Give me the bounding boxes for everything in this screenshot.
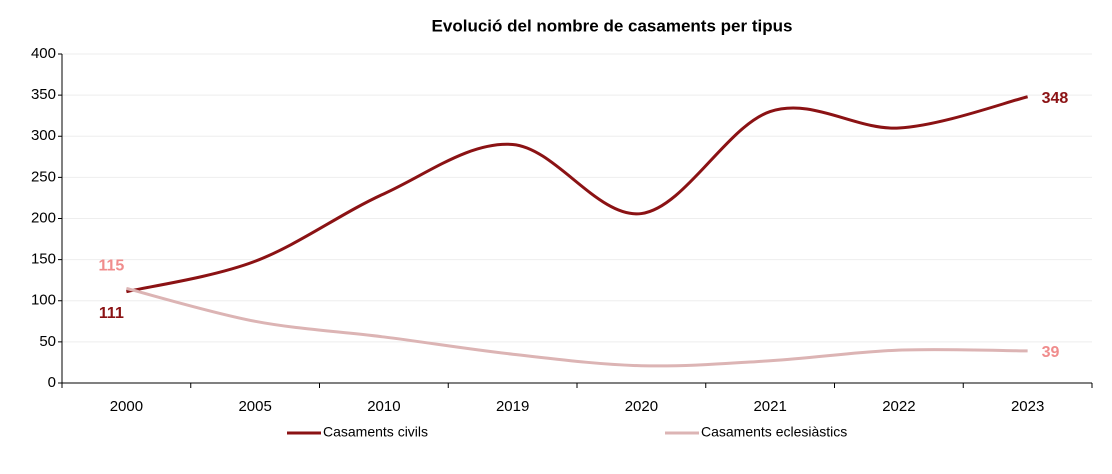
x-tick-label: 2010 — [367, 398, 400, 415]
line-series — [126, 286, 1028, 368]
x-tick-label: 2020 — [625, 398, 658, 415]
y-tick-label: 0 — [48, 374, 56, 391]
x-tick-label: 2021 — [753, 398, 786, 415]
x-tick-label: 2019 — [496, 398, 529, 415]
legend-label: Casaments eclesiàstics — [701, 424, 847, 440]
y-tick-label: 150 — [31, 251, 56, 268]
data-label: 111 — [99, 305, 124, 322]
data-label: 39 — [1042, 344, 1060, 361]
x-tick-label: 2005 — [238, 398, 271, 415]
chart-title: Evolució del nombre de casaments per tip… — [432, 16, 793, 35]
y-tick-label: 100 — [31, 292, 56, 309]
y-tick-label: 50 — [39, 333, 56, 350]
y-tick-label: 350 — [31, 86, 56, 103]
y-tick-label: 300 — [31, 127, 56, 144]
data-label: 348 — [1042, 90, 1069, 107]
x-tick-label: 2000 — [110, 398, 143, 415]
y-tick-label: 200 — [31, 209, 56, 226]
data-label: 115 — [98, 258, 124, 275]
x-tick-label: 2023 — [1011, 398, 1044, 415]
x-tick-label: 2022 — [882, 398, 915, 415]
y-tick-label: 400 — [31, 45, 56, 62]
y-tick-label: 250 — [31, 168, 56, 185]
legend-label: Casaments civils — [323, 424, 428, 440]
line-series — [126, 95, 1028, 294]
